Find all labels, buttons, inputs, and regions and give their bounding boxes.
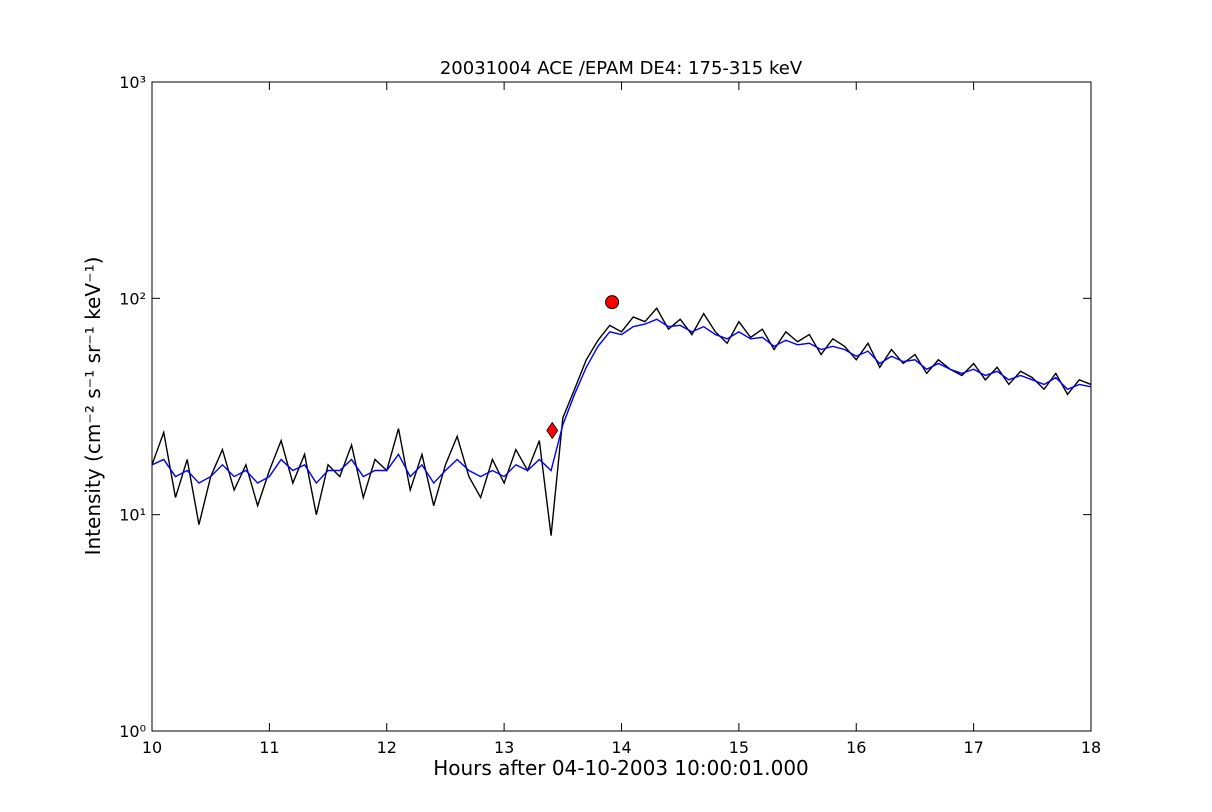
series-line (151, 307, 1092, 536)
y-tick-label: 10² (119, 289, 146, 308)
x-tick-label: 16 (846, 738, 866, 757)
x-tick-label: 10 (142, 738, 162, 757)
marker-circle (605, 295, 620, 310)
y-tick-label: 10¹ (119, 506, 146, 525)
series-line (151, 318, 1092, 485)
x-tick-label: 15 (729, 738, 749, 757)
y-tick-label: 10⁰ (119, 722, 146, 741)
y-tick-label: 10³ (119, 73, 146, 92)
x-tick-label: 18 (1081, 738, 1101, 757)
chart-title: 20031004 ACE /EPAM DE4: 175-315 keV (440, 58, 803, 79)
x-tick-label: 11 (259, 738, 279, 757)
x-tick-label: 13 (494, 738, 514, 757)
x-tick-label: 14 (611, 738, 631, 757)
x-tick-label: 17 (963, 738, 983, 757)
y-axis-label: Intensity (cm⁻² s⁻¹ sr⁻¹ keV⁻¹) (81, 257, 105, 556)
x-tick-label: 12 (377, 738, 397, 757)
marker-diamond (546, 421, 559, 440)
x-axis-label: Hours after 04-10-2003 10:00:01.000 (433, 756, 809, 780)
